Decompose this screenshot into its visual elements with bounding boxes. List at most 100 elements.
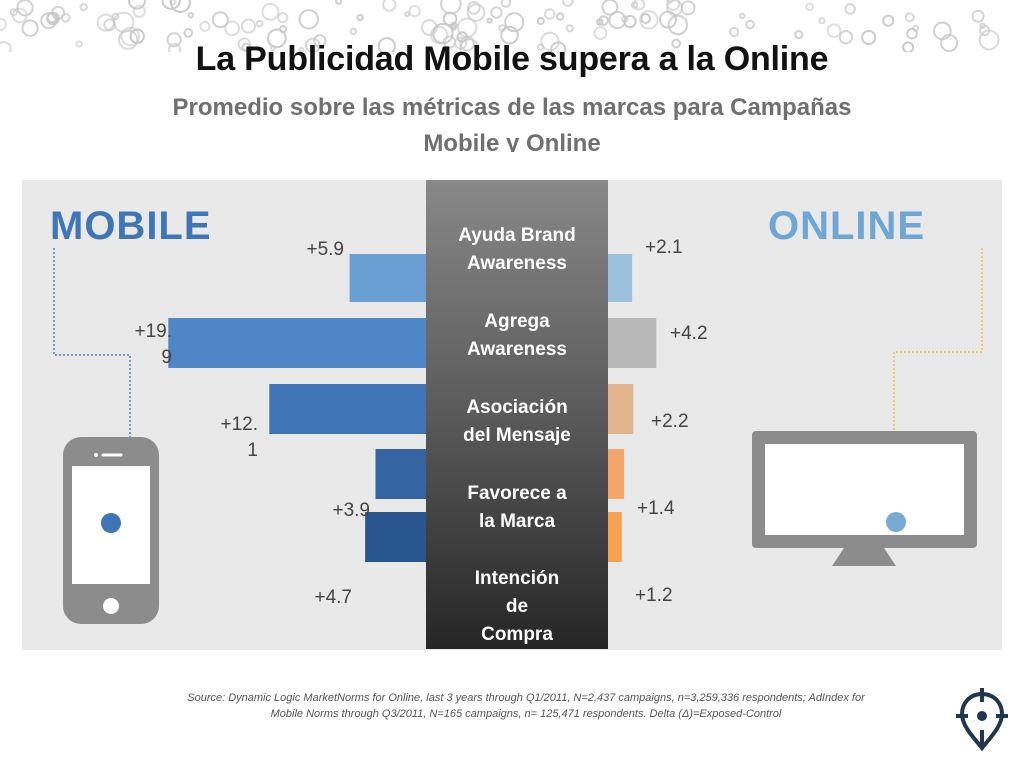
bar-mobile-4 — [365, 512, 426, 562]
bubble — [266, 28, 287, 49]
bubble — [450, 24, 457, 31]
bubble — [298, 46, 305, 52]
bubble — [224, 20, 241, 37]
category-label: Favorece a la Marca — [467, 483, 567, 532]
bubble — [543, 8, 556, 20]
online-label: ONLINE — [768, 204, 926, 248]
bubble — [211, 11, 229, 29]
source-note: Source: Dynamic Logic MarketNorms for On… — [187, 692, 865, 720]
bubble — [598, 15, 609, 26]
bubble — [51, 5, 66, 20]
bubble — [601, 0, 619, 16]
bubble — [666, 0, 674, 4]
value-label-mobile: +3.9 — [332, 500, 370, 521]
smartphone-icon — [63, 437, 159, 624]
bar-online-3 — [608, 449, 625, 499]
value-label-online: +2.1 — [645, 237, 683, 258]
bubble — [0, 17, 7, 32]
bubble — [9, 8, 18, 17]
bubble — [16, 0, 34, 17]
crosshair-logo-icon — [956, 688, 1008, 752]
bubble — [335, 0, 343, 5]
value-label-mobile: +19. 9 — [134, 321, 172, 368]
bar-mobile-2 — [269, 384, 426, 434]
bubble — [667, 14, 689, 36]
page-subtitle: Promedio sobre las métricas de las marca… — [172, 94, 852, 152]
bubble — [127, 0, 146, 10]
bar-online-4 — [608, 512, 622, 562]
bubble — [971, 9, 985, 23]
bar-mobile-0 — [349, 254, 426, 302]
bubble — [166, 32, 182, 48]
bubble — [978, 29, 1000, 51]
bubble — [356, 13, 364, 22]
bar-online-0 — [608, 254, 633, 302]
bubble — [111, 12, 120, 21]
bubble — [504, 12, 525, 33]
bubble — [466, 3, 486, 22]
online-connector — [893, 248, 983, 455]
bubble — [861, 29, 877, 46]
bubble — [408, 5, 421, 18]
bubble — [902, 41, 915, 52]
bubble — [838, 29, 854, 45]
bubble — [632, 0, 646, 11]
bubble — [429, 25, 449, 45]
bubble — [596, 18, 604, 26]
bubble — [466, 0, 481, 15]
bubble — [486, 17, 493, 24]
value-label-online: +2.2 — [651, 411, 689, 432]
bubble — [298, 9, 319, 30]
bubble — [593, 26, 608, 40]
bar-online-2 — [608, 384, 634, 434]
value-label-online: +4.2 — [670, 323, 708, 344]
bubble — [550, 41, 567, 52]
category-column — [426, 180, 608, 649]
category-label: Asociación del Mensaje — [463, 397, 571, 446]
bubble — [255, 19, 264, 28]
bubble — [490, 6, 503, 19]
bubble — [117, 29, 139, 50]
bubble — [187, 11, 195, 19]
bubble — [794, 30, 804, 40]
value-label-mobile: +4.7 — [314, 587, 352, 608]
bubble — [304, 37, 321, 52]
bubble — [537, 43, 545, 51]
page-title: La Publicidad Mobile supera a la Online — [195, 40, 829, 78]
category-label: Agrega Awareness — [467, 311, 567, 360]
bubble — [240, 18, 257, 34]
bubble — [906, 27, 918, 40]
bubble — [313, 34, 327, 48]
bubble — [0, 40, 12, 52]
bubble — [805, 2, 814, 12]
bubble — [382, 0, 397, 12]
bubble — [454, 36, 468, 50]
value-label-mobile: +5.9 — [306, 239, 344, 260]
bubble — [500, 25, 519, 45]
bubble — [199, 20, 211, 32]
bubble — [404, 11, 411, 18]
bubble — [623, 14, 637, 29]
bubble — [565, 24, 574, 33]
bubble — [844, 3, 856, 15]
bubble — [882, 14, 895, 27]
bubble — [500, 0, 512, 8]
bubble — [120, 26, 141, 47]
bubble — [536, 17, 545, 26]
bubble — [562, 0, 574, 7]
bubble — [129, 28, 145, 44]
bubble — [183, 28, 194, 38]
category-label: Ayuda Brand Awareness — [458, 225, 576, 274]
value-label-mobile: +12. 1 — [220, 414, 258, 461]
bar-mobile-3 — [375, 449, 426, 499]
bubble — [278, 25, 288, 34]
bar-online-1 — [608, 318, 657, 368]
bubble — [639, 10, 659, 30]
bubble — [729, 26, 740, 38]
bubble-decoration — [0, 0, 1000, 52]
bubble — [96, 13, 115, 32]
bubble — [169, 0, 177, 6]
bubble — [79, 3, 88, 12]
monitor-icon — [752, 431, 977, 566]
